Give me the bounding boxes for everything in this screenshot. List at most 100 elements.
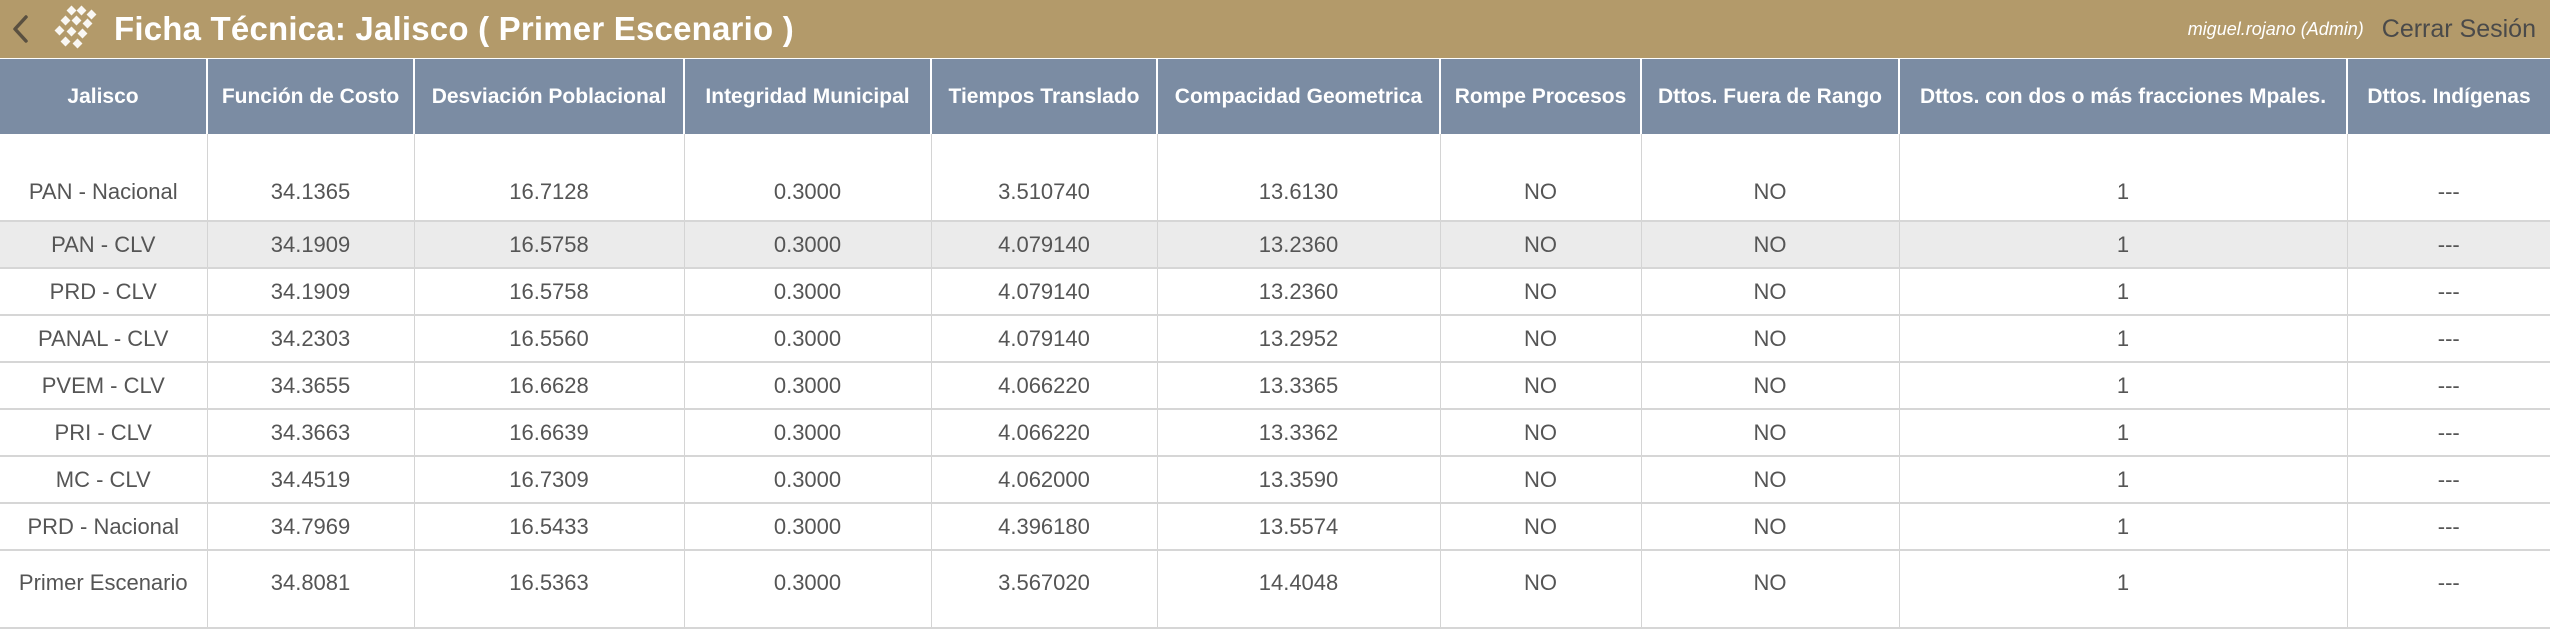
table-cell: 4.062000 — [931, 456, 1158, 504]
column-header[interactable]: Rompe Procesos — [1440, 59, 1642, 134]
table-cell: 1 — [1899, 134, 2348, 222]
column-header[interactable]: Tiempos Translado — [931, 59, 1158, 134]
table-cell: 1 — [1899, 409, 2348, 457]
row-label-cell: PANAL - CLV — [0, 315, 208, 363]
table-row[interactable]: Primer Escenario 34.8081 16.5363 0.3000 3.56… — [0, 550, 2550, 629]
table-cell: 16.5560 — [414, 315, 685, 363]
back-button[interactable] — [0, 0, 40, 58]
table-cell: NO — [1440, 456, 1642, 504]
table-cell: 13.3362 — [1157, 409, 1441, 457]
table-row[interactable]: PRI - CLV 34.3663 16.6639 0.3000 4.066220 13.… — [0, 409, 2550, 457]
table-cell: NO — [1440, 550, 1642, 629]
table-cell: 13.2360 — [1157, 221, 1441, 269]
logo-icon — [46, 0, 108, 58]
chevron-left-icon — [13, 15, 28, 43]
table-cell: 4.079140 — [931, 221, 1158, 269]
row-label-cell: PRD - CLV — [0, 268, 208, 316]
logout-link[interactable]: Cerrar Sesión — [2381, 14, 2536, 43]
table-cell: 13.3365 — [1157, 362, 1441, 410]
table-cell: 34.1909 — [207, 268, 415, 316]
table-cell: 34.3663 — [207, 409, 415, 457]
table-cell: 16.5758 — [414, 221, 685, 269]
table-cell: 1 — [1899, 221, 2348, 269]
table-cell: 13.2952 — [1157, 315, 1441, 363]
table-cell: NO — [1440, 409, 1642, 457]
row-label-cell: PRI - CLV — [0, 409, 208, 457]
table-cell: NO — [1641, 550, 1900, 629]
table-cell: 13.3590 — [1157, 456, 1441, 504]
table-cell: 34.4519 — [207, 456, 415, 504]
table-row[interactable]: PVEM - CLV 34.3655 16.6628 0.3000 4.066220 13… — [0, 362, 2550, 410]
table-row[interactable]: PANAL - CLV 34.2303 16.5560 0.3000 4.079140 1… — [0, 315, 2550, 363]
table-cell: 16.5363 — [414, 550, 685, 629]
table-cell: 0.3000 — [684, 134, 932, 222]
table-cell: 13.2360 — [1157, 268, 1441, 316]
table-row[interactable]: PAN - CLV 34.1909 16.5758 0.3000 4.079140 13.… — [0, 221, 2550, 269]
table-cell: 1 — [1899, 268, 2348, 316]
top-bar: Ficha Técnica: Jalisco ( Primer Escenari… — [0, 0, 2550, 58]
table-cell: 16.5758 — [414, 268, 685, 316]
table-cell: 16.6628 — [414, 362, 685, 410]
table-row[interactable]: PRD - CLV 34.1909 16.5758 0.3000 4.079140 13.… — [0, 268, 2550, 316]
row-label-cell: PVEM - CLV — [0, 362, 208, 410]
table-cell: 34.7969 — [207, 503, 415, 551]
column-header[interactable]: Integridad Municipal — [684, 59, 932, 134]
table-cell: NO — [1440, 315, 1642, 363]
table-cell: 0.3000 — [684, 315, 932, 363]
table-cell: 16.7309 — [414, 456, 685, 504]
table-cell: 34.3655 — [207, 362, 415, 410]
table-cell: 16.7128 — [414, 134, 685, 222]
table-cell: 4.066220 — [931, 362, 1158, 410]
table-cell: 0.3000 — [684, 409, 932, 457]
column-header[interactable]: Función de Costo — [207, 59, 415, 134]
table-cell: --- — [2347, 409, 2550, 457]
table-header-row: Jalisco Función de Costo Desviación Pobl… — [0, 59, 2550, 134]
column-header[interactable]: Dttos. Indígenas — [2347, 59, 2550, 134]
table-cell: --- — [2347, 550, 2550, 629]
column-header[interactable]: Jalisco — [0, 59, 208, 134]
table-cell: 0.3000 — [684, 550, 932, 629]
table-cell: 0.3000 — [684, 268, 932, 316]
user-name: miguel.rojano (Admin) — [2187, 18, 2364, 39]
row-label-cell: MC - CLV — [0, 456, 208, 504]
table-cell: NO — [1641, 134, 1900, 222]
table-cell: NO — [1440, 134, 1642, 222]
table-row[interactable]: MC - CLV 34.4519 16.7309 0.3000 4.062000 13.3… — [0, 456, 2550, 504]
table-cell: 4.396180 — [931, 503, 1158, 551]
table-cell: 4.079140 — [931, 268, 1158, 316]
table-cell: NO — [1641, 268, 1900, 316]
column-header[interactable]: Dttos. Fuera de Rango — [1641, 59, 1900, 134]
table-cell: 14.4048 — [1157, 550, 1441, 629]
table-cell: 1 — [1899, 550, 2348, 629]
table-cell: NO — [1641, 503, 1900, 551]
column-header[interactable]: Desviación Poblacional — [414, 59, 685, 134]
column-header[interactable]: Compacidad Geometrica — [1157, 59, 1441, 134]
table-cell: 0.3000 — [684, 456, 932, 504]
table-cell: --- — [2347, 268, 2550, 316]
table-row[interactable]: PRD - Nacional 34.7969 16.5433 0.3000 4.3961… — [0, 503, 2550, 551]
table-cell: 0.3000 — [684, 221, 932, 269]
table-cell: --- — [2347, 503, 2550, 551]
table-cell: 16.5433 — [414, 503, 685, 551]
row-label-cell: PAN - CLV — [0, 221, 208, 269]
table-cell: 34.1909 — [207, 221, 415, 269]
table-cell: --- — [2347, 134, 2550, 222]
table-cell: 4.066220 — [931, 409, 1158, 457]
table-cell: 0.3000 — [684, 362, 932, 410]
table-cell: 16.6639 — [414, 409, 685, 457]
table-cell: 1 — [1899, 315, 2348, 363]
table-cell: NO — [1641, 362, 1900, 410]
table-cell: 4.079140 — [931, 315, 1158, 363]
table-row[interactable]: PAN - Nacional 34.1365 16.7128 0.3000 3.5107… — [0, 134, 2550, 222]
table-cell: 13.6130 — [1157, 134, 1441, 222]
table-cell: 1 — [1899, 456, 2348, 504]
technical-sheet-table: Jalisco Función de Costo Desviación Pobl… — [0, 59, 2550, 629]
table-cell: 34.1365 — [207, 134, 415, 222]
table-cell: 0.3000 — [684, 503, 932, 551]
table-cell: 13.5574 — [1157, 503, 1441, 551]
page-title: Ficha Técnica: Jalisco ( Primer Escenari… — [114, 10, 794, 47]
column-header[interactable]: Dttos. con dos o más fracciones Mpales. — [1899, 59, 2348, 134]
table-cell: NO — [1641, 456, 1900, 504]
table-cell: NO — [1641, 409, 1900, 457]
table-cell: NO — [1440, 503, 1642, 551]
